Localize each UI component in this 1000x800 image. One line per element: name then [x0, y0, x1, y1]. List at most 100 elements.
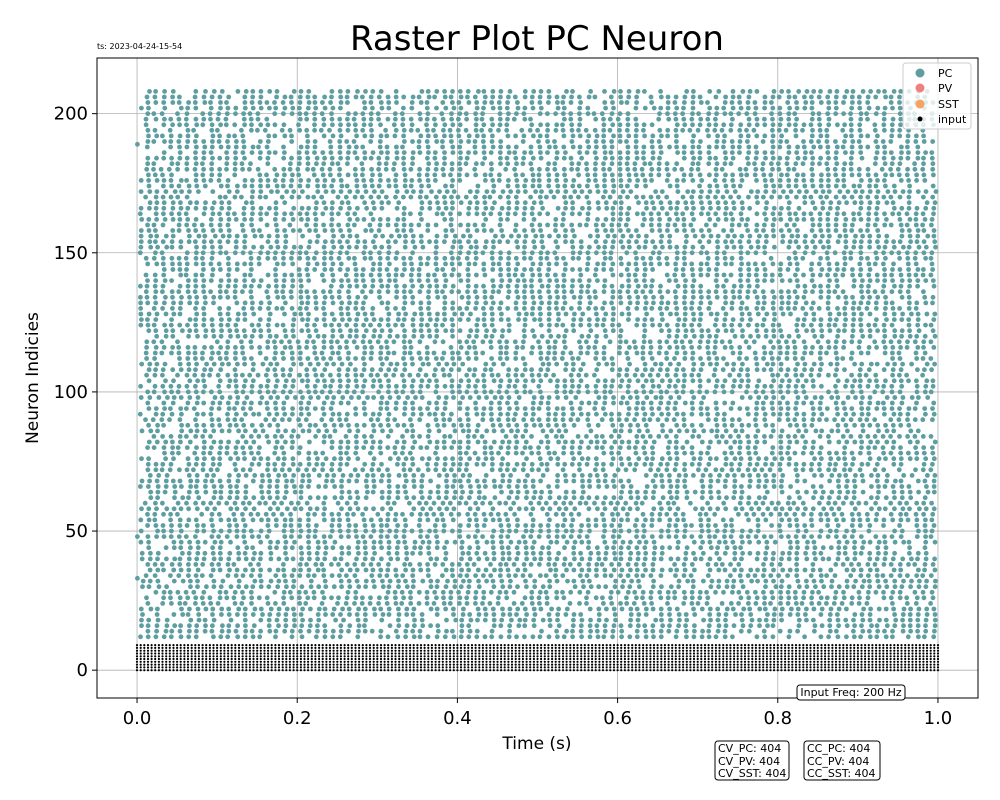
input-spike: [139, 666, 142, 669]
input-spike: [186, 646, 190, 650]
pc-spike: [476, 584, 482, 590]
input-spike: [787, 649, 790, 652]
pc-spike: [905, 634, 911, 640]
input-spike: [427, 660, 430, 663]
input-spike: [237, 646, 241, 650]
pc-spike: [898, 534, 904, 539]
input-spike: [183, 669, 186, 672]
pc-spike: [408, 589, 413, 595]
pc-spike: [852, 545, 857, 551]
input-spike: [842, 666, 845, 669]
pc-spike: [555, 461, 561, 467]
input-spike: [179, 666, 182, 669]
pc-spike: [676, 473, 682, 478]
pc-spike: [249, 601, 254, 606]
input-spike: [270, 666, 273, 669]
pc-spike: [571, 612, 577, 617]
input-spike: [831, 646, 834, 650]
input-spike: [496, 649, 499, 652]
input-spike: [361, 646, 364, 650]
pc-spike: [538, 478, 543, 484]
pc-spike: [348, 473, 354, 478]
input-spike: [274, 660, 277, 663]
pc-spike: [447, 601, 453, 606]
input-spike: [496, 646, 499, 650]
pc-spike: [649, 601, 654, 606]
pc-spike: [314, 523, 319, 528]
input-spike: [900, 649, 903, 652]
pc-spike: [236, 556, 242, 562]
input-spike: [383, 669, 386, 672]
input-spike: [510, 657, 514, 661]
input-spike: [503, 644, 506, 647]
input-spike: [842, 646, 845, 650]
pc-spike: [380, 578, 385, 584]
pc-spike: [496, 595, 501, 601]
input-spike: [318, 652, 321, 655]
input-spike: [751, 663, 754, 666]
input-spike: [722, 649, 725, 652]
pc-spike: [649, 534, 655, 539]
pc-spike: [707, 567, 713, 573]
input-spike: [405, 669, 408, 672]
input-spike: [929, 657, 932, 661]
input-spike: [645, 666, 648, 669]
input-spike: [707, 669, 710, 672]
pc-spike: [690, 584, 696, 590]
pc-spike: [370, 523, 376, 528]
pc-spike: [653, 473, 659, 478]
pc-spike: [404, 495, 410, 501]
input-spike: [500, 669, 503, 672]
pc-spike: [706, 517, 711, 523]
input-spike: [521, 669, 525, 672]
pc-spike: [417, 511, 423, 517]
input-spike: [765, 646, 769, 650]
pc-spike: [681, 573, 687, 578]
input-spike: [762, 644, 765, 647]
input-spike: [197, 649, 200, 652]
pc-spike: [909, 578, 914, 584]
input-spike: [718, 655, 721, 658]
input-spike: [197, 663, 200, 666]
input-spike: [474, 663, 477, 666]
input-spike: [805, 649, 809, 652]
input-spike: [820, 666, 823, 669]
pc-spike: [305, 511, 311, 517]
input-spike: [794, 655, 798, 658]
input-spike: [350, 646, 353, 650]
input-spike: [277, 649, 281, 652]
input-spike: [310, 655, 313, 658]
input-spike: [754, 644, 758, 647]
pc-spike: [841, 500, 846, 506]
pc-spike: [410, 628, 416, 634]
input-spike: [139, 644, 142, 647]
input-spike: [642, 646, 645, 650]
pc-spike: [779, 578, 785, 584]
input-spike: [645, 663, 648, 666]
input-spike: [245, 644, 248, 647]
pc-spike: [771, 578, 776, 584]
input-spike: [671, 663, 674, 666]
input-spike: [853, 669, 856, 672]
pc-spike: [369, 628, 375, 634]
input-spike: [692, 652, 696, 655]
pc-spike: [756, 539, 762, 545]
pc-spike: [794, 478, 800, 484]
pc-spike: [308, 617, 313, 623]
pc-spike: [707, 539, 713, 545]
input-spike: [838, 644, 841, 647]
pc-spike: [921, 595, 927, 601]
input-spike: [620, 655, 623, 658]
pc-spike: [370, 473, 376, 478]
pc-spike: [444, 478, 449, 484]
pc-spike: [235, 623, 241, 629]
input-spike: [270, 669, 273, 672]
pc-spike: [531, 623, 537, 629]
input-spike: [277, 669, 281, 672]
pc-spike: [154, 478, 160, 484]
pc-spike: [339, 545, 345, 551]
pc-spike: [232, 589, 238, 595]
pc-spike: [289, 528, 295, 534]
pc-spike: [610, 628, 616, 634]
pc-spike: [536, 500, 542, 506]
